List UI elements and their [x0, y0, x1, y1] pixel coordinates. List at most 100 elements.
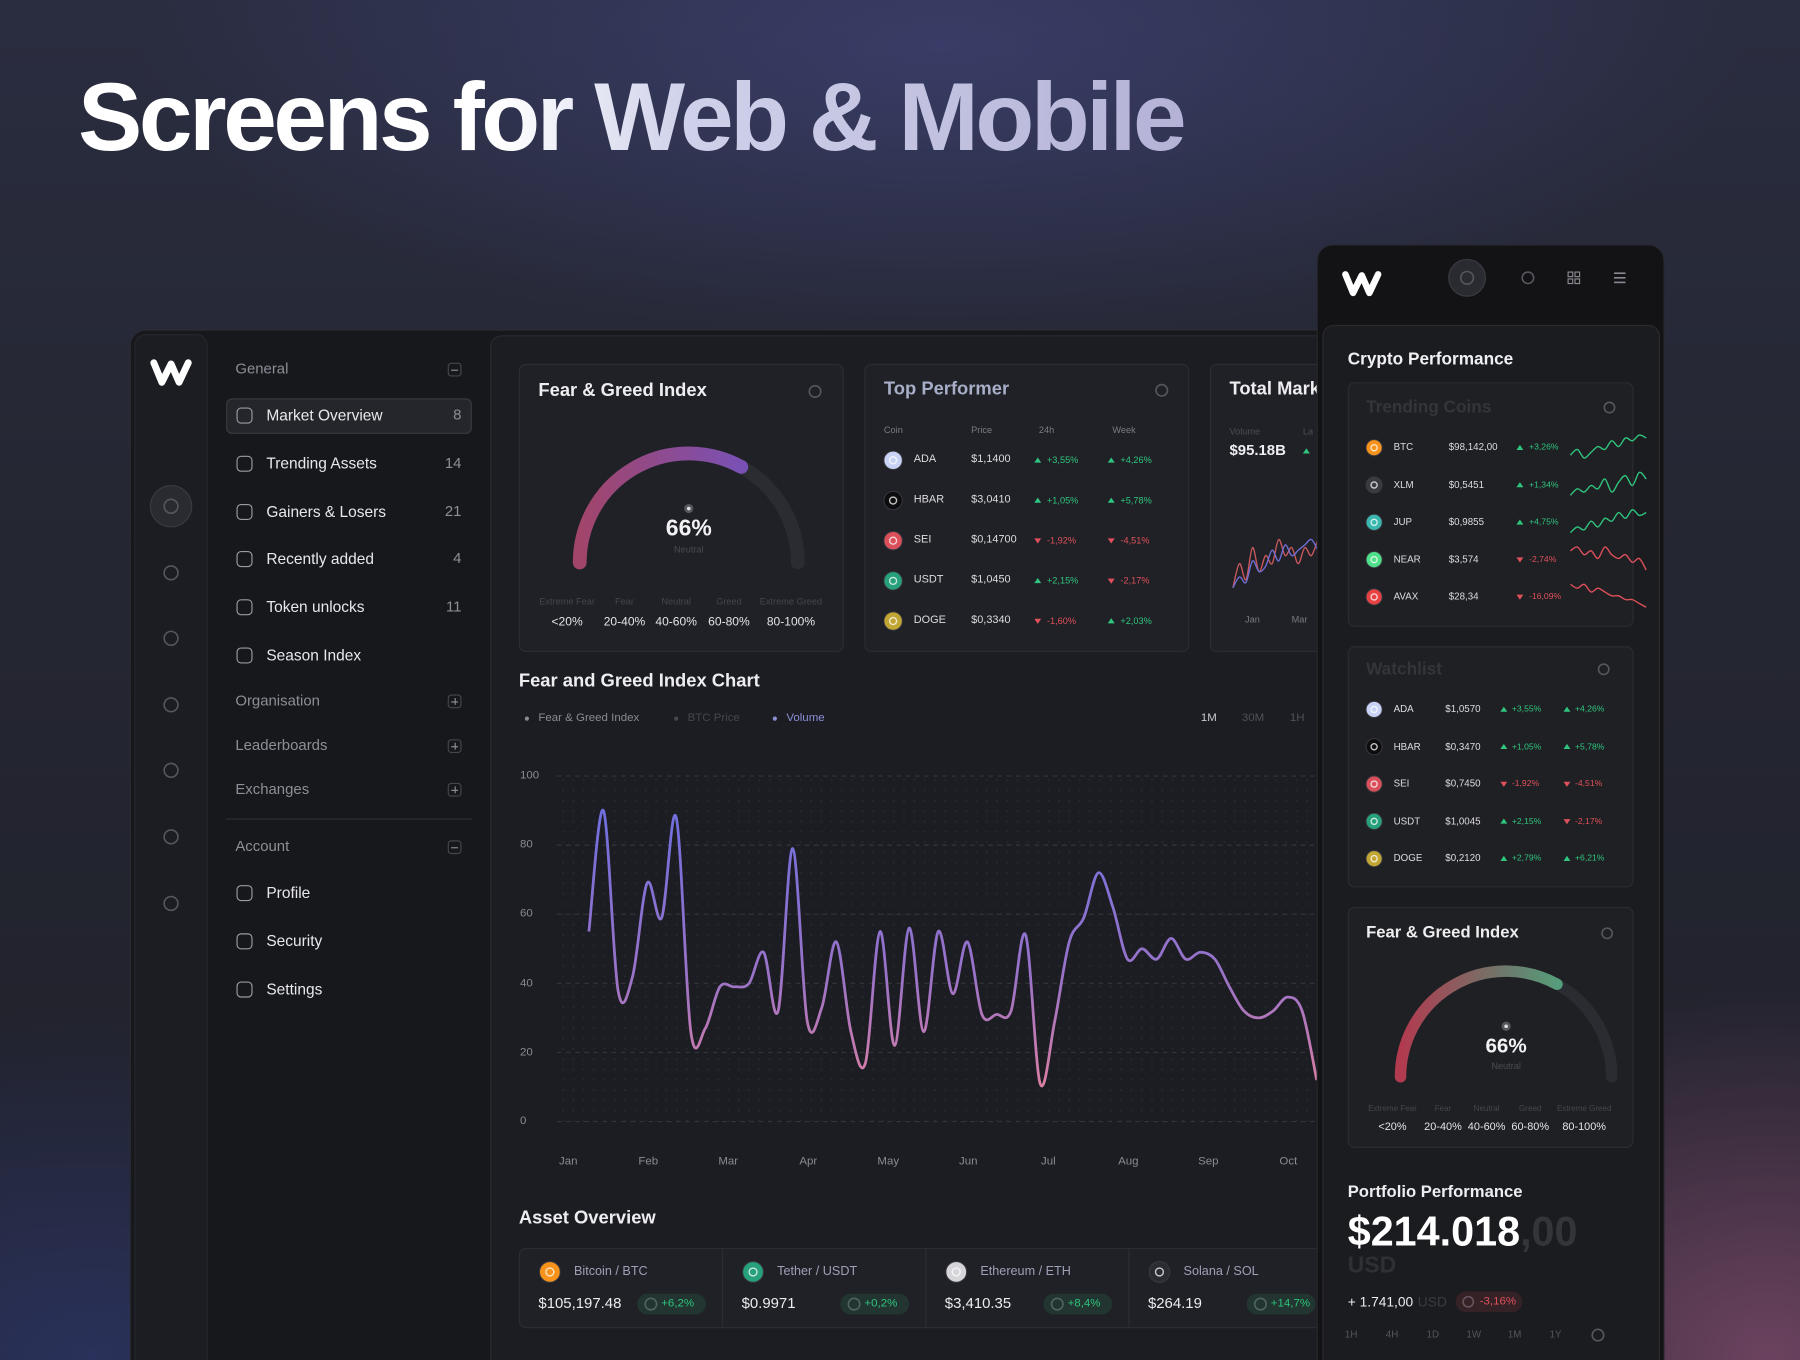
- section-toggle[interactable]: [447, 782, 462, 797]
- zone-name: Greed: [716, 596, 742, 607]
- coin-symbol: SEI: [913, 533, 932, 546]
- coin-price: $3,574: [1448, 552, 1479, 565]
- range-button[interactable]: 4H: [1385, 1328, 1399, 1340]
- change-week: -2,17%: [1120, 575, 1150, 586]
- change-week: +6,21%: [1575, 852, 1605, 863]
- x-tick-label: May: [877, 1155, 900, 1168]
- column-header: 24h: [1038, 425, 1055, 436]
- card-title: Total Mark: [1229, 379, 1320, 400]
- change-week: +5,78%: [1575, 740, 1605, 751]
- range-button[interactable]: 1Y: [1549, 1328, 1562, 1340]
- menu-item[interactable]: Recently added: [266, 550, 375, 568]
- menu-count: 11: [445, 597, 462, 615]
- section-title[interactable]: Account: [235, 837, 290, 855]
- y-tick-label: 20: [520, 1045, 533, 1059]
- zone-range: 40-60%: [655, 615, 697, 630]
- portfolio-amount: $214.018,00: [1348, 1211, 1578, 1252]
- change-pill: [1246, 1293, 1316, 1315]
- asset-change: +14,7%: [1270, 1297, 1311, 1311]
- change-percent: -3,16%: [1479, 1295, 1517, 1308]
- coin-change: +3,26%: [1529, 441, 1559, 452]
- range-button[interactable]: 1H: [1289, 712, 1305, 725]
- gauge-status: Neutral: [673, 544, 704, 555]
- x-tick-label: Mar: [718, 1155, 739, 1168]
- section-title[interactable]: Organisation: [235, 691, 320, 709]
- range-button[interactable]: 1W: [1466, 1328, 1482, 1340]
- section-title[interactable]: General: [235, 359, 289, 378]
- zone-range: 60-80%: [1511, 1121, 1550, 1134]
- range-button[interactable]: 1H: [1344, 1328, 1358, 1340]
- change-pill: [1043, 1293, 1113, 1315]
- section-title[interactable]: Exchanges: [235, 780, 310, 798]
- coin-price: $0,5451: [1448, 478, 1485, 490]
- legend-entry[interactable]: BTC Price: [687, 712, 740, 725]
- menu-icon: [236, 981, 253, 998]
- x-tick-label: Jan: [558, 1155, 578, 1168]
- section-toggle[interactable]: [447, 694, 462, 709]
- zone-range: <20%: [551, 615, 583, 630]
- asset-price: $105,197.48: [538, 1294, 622, 1312]
- section-title[interactable]: Leaderboards: [235, 736, 328, 754]
- menu-icon: [236, 599, 253, 616]
- portfolio-change: + 1.741,00 USD: [1348, 1295, 1447, 1309]
- menu-item[interactable]: Security: [266, 932, 323, 950]
- zone-range: 80-100%: [1562, 1121, 1607, 1134]
- y-tick-label: 60: [520, 907, 533, 921]
- range-button[interactable]: 1M: [1200, 712, 1217, 725]
- zone-name: Fear: [1434, 1105, 1452, 1114]
- amount: $214.018: [1347, 1207, 1521, 1255]
- range-button[interactable]: 1M: [1507, 1328, 1522, 1340]
- menu-icon: [236, 407, 253, 424]
- menu-item[interactable]: Season Index: [266, 646, 362, 664]
- menu-count: 21: [444, 501, 462, 520]
- menu-item[interactable]: Profile: [266, 884, 311, 902]
- icon-rail: [134, 334, 208, 1360]
- change-24h: +1,05%: [1511, 740, 1542, 751]
- coin-change: -16,09%: [1529, 590, 1562, 602]
- coin-price: $0,2120: [1445, 851, 1481, 864]
- y-tick-label: 0: [520, 1114, 527, 1128]
- change-24h: +2,15%: [1046, 575, 1079, 586]
- asset-price: $264.19: [1147, 1294, 1202, 1312]
- coin-symbol: USDT: [913, 573, 944, 587]
- stat-value: $95.18B: [1229, 441, 1286, 459]
- coin-price: $3,0410: [971, 493, 1011, 506]
- market-overview-active[interactable]: [226, 398, 472, 434]
- zone-name: Neutral: [1473, 1105, 1500, 1114]
- menu-item[interactable]: Trending Assets: [266, 454, 377, 472]
- section-toggle[interactable]: [447, 739, 462, 754]
- menu-count: 14: [444, 453, 462, 472]
- range-button[interactable]: 30M: [1241, 712, 1265, 725]
- asset-price: $3,410.35: [944, 1294, 1012, 1312]
- menu-item[interactable]: Token unlocks: [266, 598, 365, 616]
- asset-pair: Ethereum / ETH: [980, 1264, 1071, 1279]
- toggle-bar: [454, 697, 456, 705]
- range-button[interactable]: 1D: [1426, 1328, 1440, 1340]
- coin-symbol: DOGE: [913, 613, 946, 627]
- card-title: Watchlist: [1366, 659, 1442, 679]
- change-24h: +2,79%: [1511, 852, 1542, 863]
- page-title: Screens for Web & Mobile: [78, 62, 1187, 171]
- zone-name: Greed: [1519, 1105, 1542, 1114]
- card-title: Trending Coins: [1366, 397, 1492, 418]
- zone-range: 60-80%: [708, 615, 750, 630]
- toggle-bar: [451, 846, 459, 848]
- section-toggle[interactable]: [447, 362, 462, 377]
- coin-price: $28,34: [1448, 590, 1479, 602]
- gauge-status: Neutral: [1491, 1061, 1521, 1072]
- zone-range: 80-100%: [766, 615, 816, 630]
- change-24h: +2,15%: [1511, 815, 1542, 826]
- menu-item[interactable]: Settings: [266, 980, 323, 998]
- chart-title: Fear and Greed Index Chart: [518, 671, 760, 691]
- coin-symbol: ADA: [913, 452, 937, 466]
- coin-price: $1,0450: [971, 573, 1011, 587]
- menu-item[interactable]: Gainers & Losers: [266, 502, 387, 520]
- x-tick-label: Jan: [1245, 614, 1260, 625]
- legend-entry[interactable]: Volume: [786, 712, 825, 725]
- legend-entry[interactable]: Fear & Greed Index: [538, 712, 640, 725]
- section-toggle[interactable]: [447, 840, 462, 855]
- menu-item[interactable]: Market Overview: [266, 406, 383, 424]
- menu-count: 4: [453, 549, 462, 568]
- change-24h: -1,60%: [1046, 615, 1077, 627]
- x-tick-label: Jun: [959, 1155, 978, 1168]
